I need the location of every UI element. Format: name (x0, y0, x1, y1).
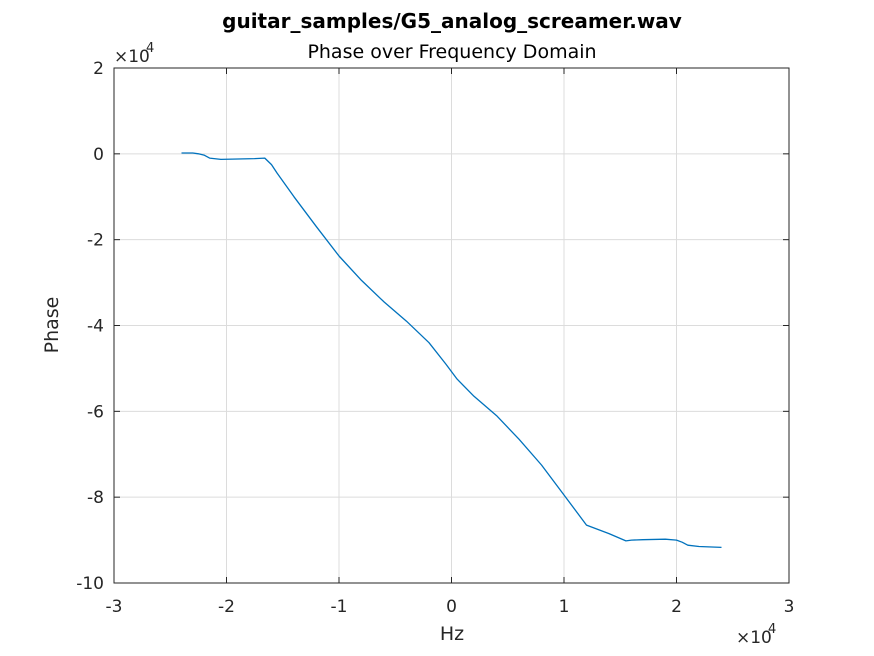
x-tick-label: 1 (559, 597, 570, 617)
x-exponent-power: 4 (768, 622, 776, 637)
y-tick-label: 2 (93, 59, 104, 79)
x-tick-label: 2 (671, 597, 682, 617)
x-exponent-label: ×10 4 (736, 622, 776, 648)
grid (114, 68, 789, 583)
y-exponent-base: ×10 (114, 47, 150, 67)
y-exponent-label: ×10 4 (114, 41, 154, 67)
x-tick-label: -2 (218, 597, 235, 617)
y-tick-label: -4 (87, 317, 104, 337)
x-tick-label: -3 (106, 597, 123, 617)
x-exponent-base: ×10 (736, 628, 772, 648)
y-tick-label: 0 (93, 145, 104, 165)
y-tick-label: -10 (76, 574, 104, 594)
y-exponent-power: 4 (146, 41, 154, 56)
y-tick-label: -2 (87, 231, 104, 251)
x-axis-label: Hz (440, 623, 464, 645)
series-line-phase (181, 152, 722, 549)
chart-title: guitar_samples/G5_analog_screamer.wav (222, 9, 682, 33)
x-tick-label: 3 (784, 597, 795, 617)
chart-subtitle: Phase over Frequency Domain (307, 41, 596, 63)
ticks: -3 -2 -1 0 1 2 3-10-8-6-4-202 (76, 59, 794, 617)
y-axis-label: Phase (41, 297, 63, 354)
y-tick-label: -8 (87, 488, 104, 508)
series-layer (181, 152, 722, 549)
x-tick-label: -1 (331, 597, 348, 617)
y-tick-label: -6 (87, 402, 104, 422)
x-tick-label: 0 (446, 597, 457, 617)
